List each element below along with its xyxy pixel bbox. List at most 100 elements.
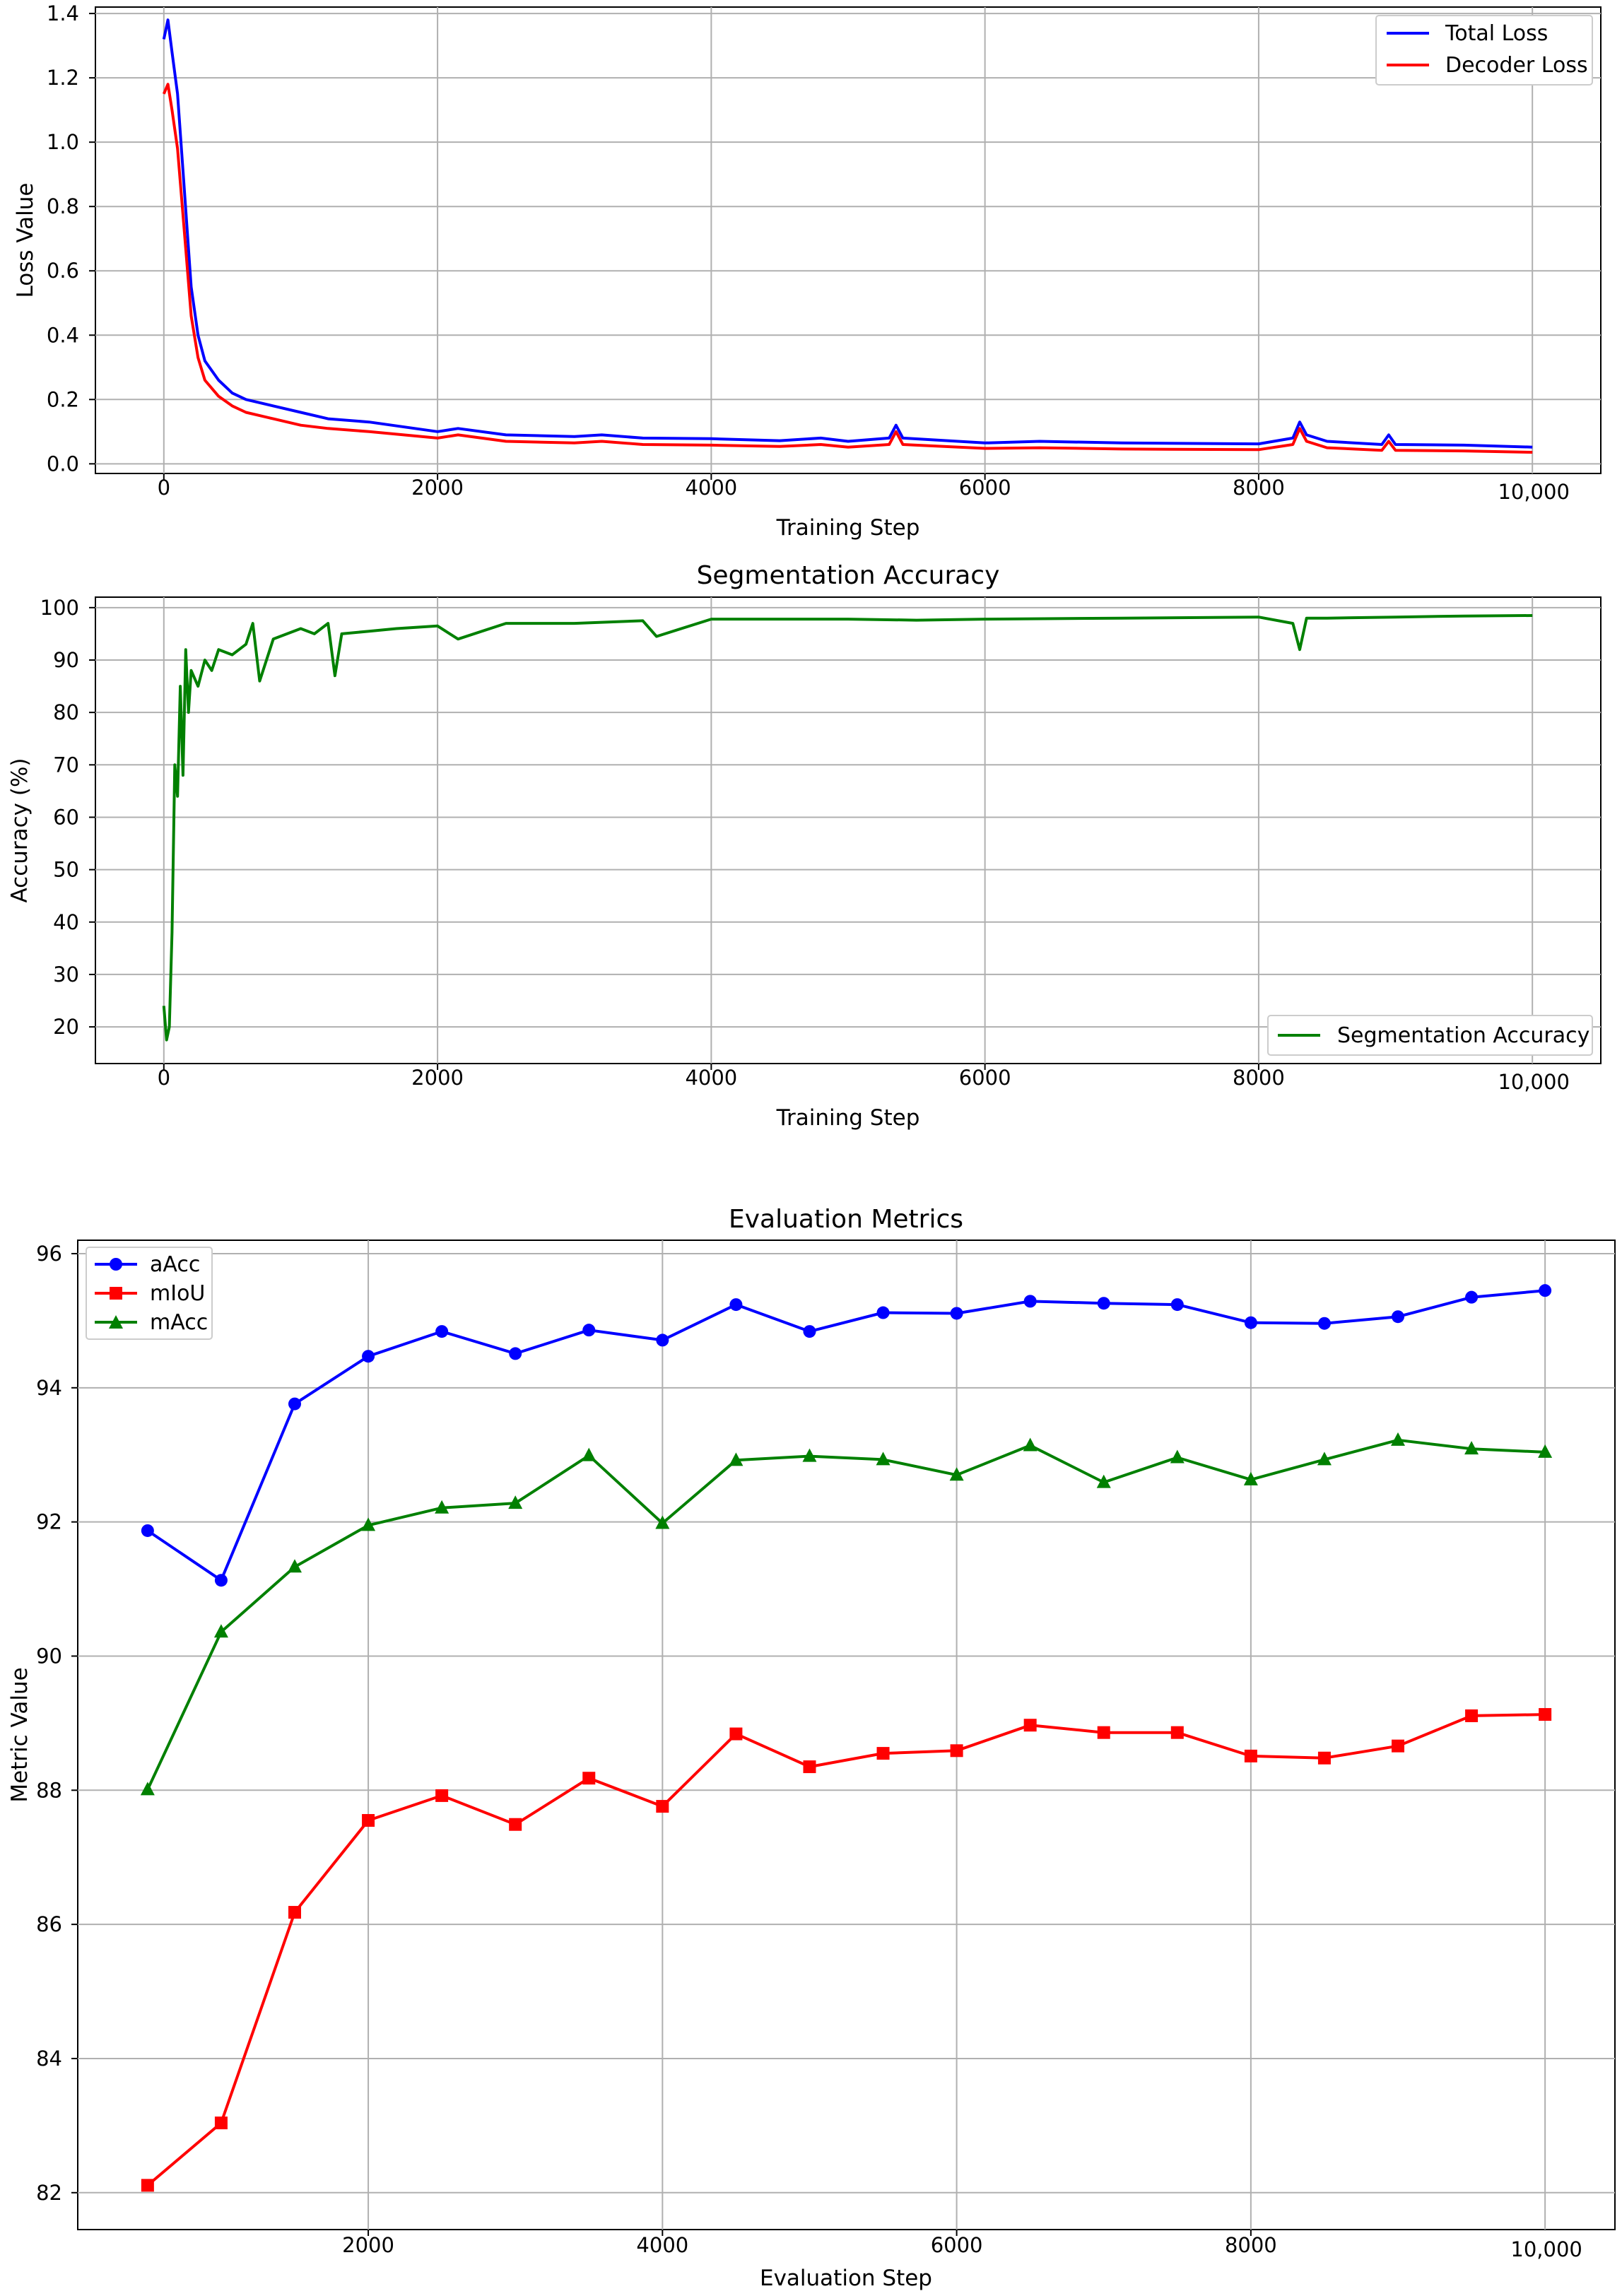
evaluation-point-aacc (214, 1574, 228, 1587)
evaluation-point-aacc (950, 1307, 963, 1320)
evaluation-point-macc (1391, 1432, 1406, 1446)
loss-xlabel: Training Step (776, 515, 920, 541)
evaluation-point-macc (1096, 1474, 1111, 1488)
evaluation-point-macc (1464, 1441, 1479, 1455)
evaluation-xtick-label: 4000 (636, 2233, 688, 2257)
evaluation-series-line-miou (146, 1713, 1546, 2186)
loss-xtick-label: 0 (158, 476, 170, 500)
accuracy-legend: Segmentation Accuracy (1267, 1015, 1593, 1056)
evaluation-point-miou (362, 1814, 375, 1827)
evaluation-series-line-aacc (146, 1289, 1546, 1582)
loss-ytick-label: 0.8 (47, 194, 79, 218)
evaluation-xlabel: Evaluation Step (760, 2266, 932, 2291)
evaluation-ytick-label: 92 (36, 1510, 62, 1534)
loss-ytick-label: 1.0 (47, 130, 79, 154)
evaluation-point-aacc (1392, 1310, 1405, 1324)
evaluation-point-macc (949, 1467, 964, 1481)
evaluation-point-macc (1538, 1444, 1553, 1458)
evaluation-point-miou (1097, 1726, 1110, 1739)
evaluation-point-miou (1244, 1749, 1257, 1762)
evaluation-point-miou (1539, 1708, 1552, 1721)
evaluation-point-miou (1392, 1739, 1405, 1753)
evaluation-xtick-label: 6000 (931, 2233, 983, 2257)
evaluation-point-aacc (1317, 1317, 1331, 1330)
evaluation-point-macc (435, 1500, 449, 1514)
evaluation-point-miou (656, 1800, 669, 1813)
loss-ytick-label: 0.6 (47, 259, 79, 283)
evaluation-point-aacc (1097, 1297, 1110, 1310)
loss-xtick-label: 6000 (959, 476, 1011, 500)
accuracy-plot-frame (95, 596, 1602, 1064)
evaluation-xtick-label-10000: 10,000 (1510, 2237, 1582, 2261)
evaluation-point-macc (1170, 1449, 1185, 1464)
accuracy-ytick-label: 70 (53, 753, 79, 777)
loss-series-line-decoder-loss (162, 83, 1533, 454)
evaluation-point-miou (729, 1727, 743, 1741)
evaluation-point-aacc (729, 1298, 743, 1312)
accuracy-title: Segmentation Accuracy (697, 561, 1000, 590)
evaluation-legend: aAcc mIoU mAcc (86, 1247, 213, 1340)
evaluation-point-miou (435, 1789, 449, 1802)
evaluation-point-aacc (1023, 1295, 1037, 1308)
evaluation-chart: Evaluation Metrics 2000 4000 6000 8000 10,00… (7, 1205, 1616, 2291)
evaluation-point-aacc (656, 1334, 669, 1347)
accuracy-xlabel: Training Step (776, 1105, 920, 1131)
evaluation-ytick-label: 86 (36, 1912, 62, 1936)
evaluation-ytick-label: 82 (36, 2181, 62, 2205)
evaluation-point-miou (582, 1772, 596, 1785)
evaluation-point-macc (140, 1782, 155, 1796)
evaluation-ytick-label: 94 (36, 1376, 62, 1400)
evaluation-ticks: 2000 4000 6000 8000 10,000 82 84 86 88 90 92 94 96 (36, 1242, 1582, 2261)
evaluation-point-aacc (1539, 1284, 1552, 1297)
evaluation-point-aacc (876, 1306, 890, 1319)
loss-chart: 0 2000 4000 6000 8000 10,000 0.0 0.2 0.4 0.6 0.8 1.… (13, 1, 1602, 541)
evaluation-point-macc (729, 1452, 744, 1466)
loss-xtick-label: 2000 (411, 476, 464, 500)
evaluation-ylabel: Metric Value (7, 1667, 33, 1802)
evaluation-legend-marker-aacc (110, 1258, 122, 1271)
loss-plot-frame (95, 6, 1602, 474)
evaluation-xtick-label: 8000 (1225, 2233, 1277, 2257)
accuracy-legend-label: Segmentation Accuracy (1337, 1023, 1589, 1048)
loss-legend-label-total: Total Loss (1445, 21, 1548, 46)
accuracy-ytick-label: 90 (53, 648, 79, 672)
evaluation-point-macc (1023, 1437, 1038, 1452)
evaluation-legend-label-macc: mAcc (150, 1310, 208, 1335)
evaluation-point-miou (509, 1818, 522, 1831)
evaluation-point-miou (288, 1906, 301, 1919)
loss-series (162, 18, 1533, 454)
accuracy-ytick-label: 20 (53, 1015, 79, 1039)
loss-legend-label-decoder: Decoder Loss (1445, 53, 1588, 78)
loss-ytick-label: 0.4 (47, 323, 79, 347)
evaluation-point-miou (214, 2117, 228, 2130)
evaluation-point-macc (582, 1447, 597, 1461)
evaluation-grid (78, 1240, 1615, 2230)
evaluation-point-macc (655, 1515, 670, 1529)
evaluation-ytick-label: 84 (36, 2047, 62, 2071)
loss-ticks: 0 2000 4000 6000 8000 10,000 0.0 0.2 0.4 0.6 0.8 1.… (47, 1, 1570, 504)
accuracy-series-line-segmentation-accuracy (162, 614, 1533, 1042)
evaluation-legend-marker-miou (110, 1287, 122, 1300)
evaluation-point-macc (876, 1452, 891, 1466)
evaluation-series (140, 1284, 1553, 2192)
evaluation-point-miou (950, 1744, 963, 1758)
accuracy-ylabel: Accuracy (%) (7, 758, 33, 902)
evaluation-point-macc (1243, 1471, 1258, 1485)
accuracy-legend-box (1267, 1015, 1593, 1056)
accuracy-ytick-label: 30 (53, 962, 79, 987)
accuracy-ytick-label: 80 (53, 700, 79, 724)
evaluation-point-aacc (288, 1397, 301, 1411)
evaluation-point-aacc (362, 1350, 375, 1363)
loss-ytick-label: 0.2 (47, 387, 79, 411)
evaluation-point-miou (1170, 1726, 1184, 1739)
evaluation-ytick-label: 96 (36, 1242, 62, 1266)
loss-ylabel: Loss Value (13, 183, 38, 298)
accuracy-xtick-label-10000: 10,000 (1498, 1070, 1569, 1094)
accuracy-chart: Segmentation Accuracy 0 2000 4000 6000 8000 1… (7, 561, 1602, 1131)
evaluation-point-aacc (1170, 1298, 1184, 1312)
evaluation-title: Evaluation Metrics (729, 1205, 963, 1234)
loss-xtick-label: 8000 (1233, 476, 1285, 500)
loss-xtick-label: 4000 (685, 476, 737, 500)
evaluation-point-aacc (1244, 1316, 1257, 1329)
